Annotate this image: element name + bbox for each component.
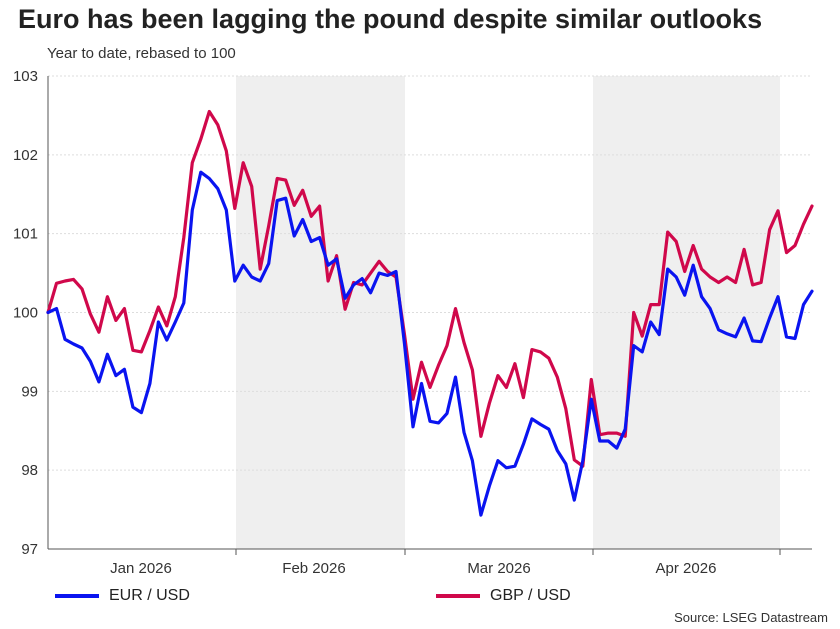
y-tick-labels: 97 98 99 100 101 102 103 [13,68,38,558]
x-tick-label: Feb 2026 [282,560,345,577]
legend-item-eur: EUR / USD [55,585,190,607]
legend-swatch-eur [55,594,99,598]
x-tick-labels: Jan 2026 Feb 2026 Mar 2026 Apr 2026 [110,560,716,577]
y-tick-label: 99 [21,383,38,400]
source-note: Source: LSEG Datastream [674,610,828,625]
x-tick-label: Apr 2026 [656,560,717,577]
x-tick-label: Mar 2026 [467,560,530,577]
y-tick-label: 97 [21,541,38,558]
y-tick-label: 101 [13,226,38,243]
series-lines [46,109,814,517]
y-tick-label: 100 [13,305,38,322]
legend-label-eur: EUR / USD [109,587,190,604]
legend-item-gbp: GBP / USD [436,585,571,607]
series-line-gbp-usd [46,109,814,468]
x-tick-label: Jan 2026 [110,560,172,577]
gridlines [48,75,812,471]
y-tick-label: 98 [21,462,38,479]
y-tick-label: 102 [13,147,38,164]
series-line-eur-usd [46,170,814,517]
legend-label-gbp: GBP / USD [490,587,571,604]
y-tick-label: 103 [13,68,38,85]
chart-title: Euro has been lagging the pound despite … [18,4,763,34]
legend-swatch-gbp [436,594,480,598]
chart-subtitle: Year to date, rebased to 100 [47,45,236,62]
